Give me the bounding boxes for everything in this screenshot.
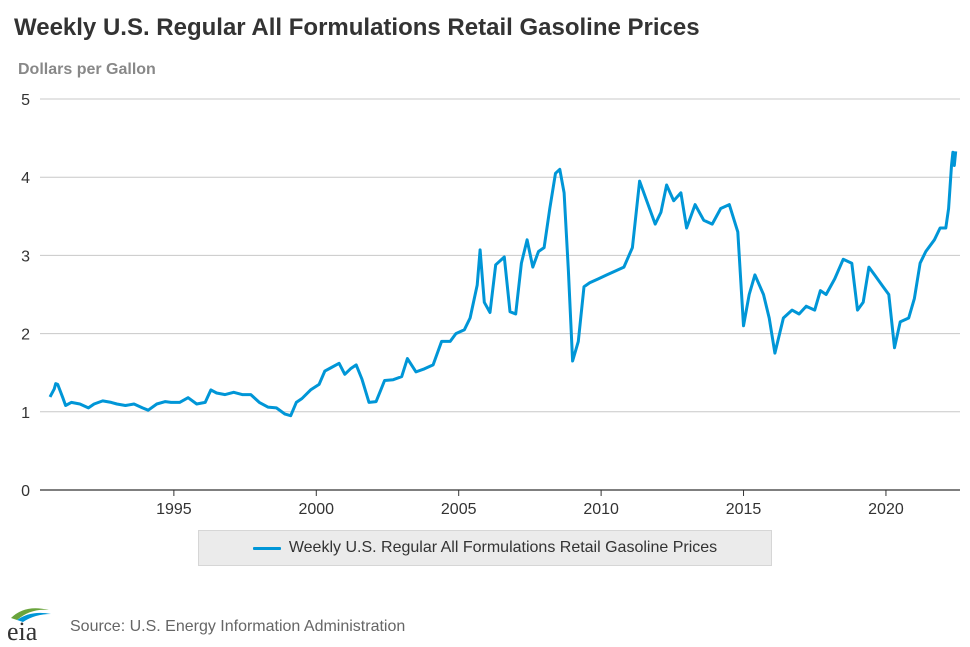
x-tick-label: 2010 bbox=[583, 501, 619, 518]
series-line bbox=[48, 150, 958, 418]
chart-title: Weekly U.S. Regular All Formulations Ret… bbox=[14, 14, 700, 41]
eia-logo-icon: eia bbox=[7, 608, 51, 644]
y-tick-label: 1 bbox=[21, 405, 30, 422]
y-tick-label: 4 bbox=[21, 170, 30, 187]
y-tick-label: 2 bbox=[21, 327, 30, 344]
x-tick-label: 2005 bbox=[441, 501, 477, 518]
legend-label: Weekly U.S. Regular All Formulations Ret… bbox=[288, 539, 718, 556]
y-tick-label: 5 bbox=[21, 92, 30, 109]
y-tick-label: 3 bbox=[21, 248, 30, 265]
y-tick-label: 0 bbox=[21, 483, 30, 500]
x-tick-label: 2000 bbox=[298, 501, 334, 518]
source-note: Source: U.S. Energy Information Administ… bbox=[70, 618, 406, 635]
eia-logo-text: eia bbox=[7, 617, 38, 644]
x-tick-label: 1995 bbox=[156, 501, 192, 518]
y-axis-label: Dollars per Gallon bbox=[18, 61, 156, 78]
legend-swatch bbox=[252, 546, 281, 550]
x-tick-label: 2015 bbox=[726, 501, 762, 518]
x-tick-label: 2020 bbox=[868, 501, 904, 518]
legend[interactable]: Weekly U.S. Regular All Formulations Ret… bbox=[198, 530, 772, 566]
